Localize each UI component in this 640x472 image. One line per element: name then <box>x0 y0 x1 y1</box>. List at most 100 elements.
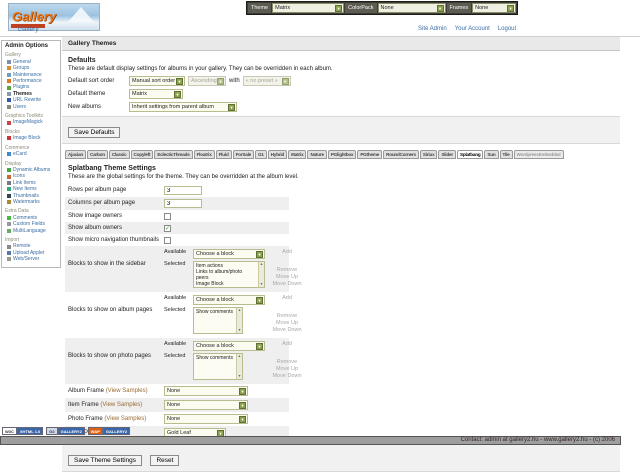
rows-per-page-input[interactable] <box>164 186 202 195</box>
tab-wordpressembedded[interactable]: WordpressEmbedded <box>513 150 564 159</box>
logout-link[interactable]: Logout <box>497 26 517 32</box>
sidebar-item-new-items[interactable]: New Items <box>5 186 59 192</box>
new-albums-select[interactable]: Inherit settings from parent album ▾ <box>129 102 237 112</box>
photo-frame-view-samples-link[interactable]: (View Samples) <box>104 415 147 422</box>
blocks-photo-selected-listbox[interactable]: Show comments ▲ ▼ <box>193 353 243 380</box>
sidebar-item-groups[interactable]: Groups <box>5 65 59 71</box>
sidebar-item-themes[interactable]: Themes <box>5 91 59 97</box>
sidebar-item-comments[interactable]: Comments <box>5 215 59 221</box>
save-defaults-button[interactable]: Save Defaults <box>68 127 121 138</box>
sort-direction-select[interactable]: Ascending ▾ <box>188 76 226 86</box>
colorpack-select[interactable]: None ▾ <box>377 3 446 13</box>
site-admin-link[interactable]: Site Admin <box>418 26 447 32</box>
scrollbar[interactable]: ▲ ▼ <box>236 308 242 333</box>
sidebar-item-remote[interactable]: Remote <box>5 243 59 249</box>
gallery2-badge[interactable]: G2 GALLERY2 <box>46 427 85 435</box>
show-album-owners-checkbox[interactable]: ✓ <box>164 224 171 232</box>
tab-siriux[interactable]: Siriux <box>419 150 438 159</box>
gallery-logo[interactable]: Gallery <box>8 3 100 31</box>
sidebar-item-general[interactable]: General <box>5 59 59 65</box>
listbox-item[interactable]: Links to album/photo peers <box>196 269 243 281</box>
wap-gallery-badge[interactable]: WAP GALLERY2 <box>87 427 131 435</box>
blocks-sidebar-available-select[interactable]: Choose a block ▾ <box>193 249 265 259</box>
listbox-item[interactable]: Image Block <box>196 281 224 287</box>
tab-copyleft[interactable]: Copyleft <box>130 150 154 159</box>
remove-button[interactable]: Remove <box>276 313 298 319</box>
listbox-item[interactable]: Show comments <box>196 355 233 361</box>
tab-splatbang[interactable]: Splatbang <box>457 150 484 159</box>
scroll-down-icon[interactable]: ▼ <box>259 282 264 286</box>
item-frame-view-samples-link[interactable]: (View Samples) <box>100 401 143 408</box>
move-down-button[interactable]: Move Down <box>272 373 302 379</box>
save-theme-settings-button[interactable]: Save Theme Settings <box>68 455 143 466</box>
sidebar-item-users[interactable]: Users <box>5 104 59 110</box>
tab-g1[interactable]: G1 <box>255 150 267 159</box>
blocks-sidebar-selected-listbox[interactable]: Item actions Links to album/photo peers … <box>193 261 265 288</box>
add-button[interactable]: Add <box>282 249 292 255</box>
sidebar-item-url-rewrite[interactable]: URL Rewrite <box>5 97 59 103</box>
sidebar-item-upload-applet[interactable]: Upload Applet <box>5 250 59 256</box>
move-up-button[interactable]: Move Up <box>275 366 298 372</box>
album-frame-select[interactable]: None ▾ <box>164 386 248 396</box>
your-account-link[interactable]: Your Account <box>454 26 490 32</box>
photo-frame-select[interactable]: None ▾ <box>164 414 248 424</box>
blocks-album-selected-listbox[interactable]: Show comments ▲ ▼ <box>193 307 243 334</box>
move-down-button[interactable]: Move Down <box>272 281 302 287</box>
add-button[interactable]: Add <box>282 341 292 347</box>
scroll-up-icon[interactable]: ▲ <box>237 354 242 358</box>
default-sort-order-select[interactable]: Manual sort order ▾ <box>129 76 185 86</box>
cols-per-page-input[interactable] <box>164 199 202 208</box>
breadcrumb[interactable]: Gallery <box>18 26 39 33</box>
move-up-button[interactable]: Move Up <box>275 320 298 326</box>
tab-sun[interactable]: Sun <box>484 150 499 159</box>
sidebar-item-ecard[interactable]: eCard <box>5 151 59 157</box>
move-up-button[interactable]: Move Up <box>275 274 298 280</box>
blocks-album-available-select[interactable]: Choose a block ▾ <box>193 295 265 305</box>
show-micro-nav-checkbox[interactable] <box>164 236 171 244</box>
xhtml-badge[interactable]: W3C XHTML 1.0 <box>2 427 44 435</box>
tab-classic[interactable]: Classic <box>108 150 130 159</box>
scroll-down-icon[interactable]: ▼ <box>237 374 242 378</box>
frames-select[interactable]: None ▾ <box>472 3 517 13</box>
tab-matrix[interactable]: Matrix <box>288 150 307 159</box>
tab-ajaxian[interactable]: Ajaxian <box>65 150 86 159</box>
item-frame-select[interactable]: None ▾ <box>164 400 248 410</box>
sidebar-item-image-block[interactable]: Image Block <box>5 135 59 141</box>
sidebar-item-dynamic-albums[interactable]: Dynamic Albums <box>5 167 59 173</box>
blocks-photo-available-select[interactable]: Choose a block ▾ <box>193 341 265 351</box>
tab-tile[interactable]: Tile <box>499 150 513 159</box>
tab-pgtheme[interactable]: PGtheme <box>357 150 383 159</box>
sidebar-item-web-server[interactable]: Web/Server <box>5 256 59 262</box>
tab-eclecticthreads[interactable]: EclecticThreads <box>154 150 193 159</box>
scroll-down-icon[interactable]: ▼ <box>237 328 242 332</box>
remove-button[interactable]: Remove <box>276 359 298 365</box>
tab-pglightbox[interactable]: PGlightbox <box>327 150 357 159</box>
listbox-item[interactable]: Show comments <box>196 309 233 315</box>
default-theme-select[interactable]: Matrix ▾ <box>129 89 183 99</box>
reset-button[interactable]: Reset <box>150 455 180 466</box>
sidebar-item-performance[interactable]: Performance <box>5 78 59 84</box>
sidebar-item-plugins[interactable]: Plugins <box>5 84 59 90</box>
sidebar-item-multilanguage[interactable]: MultiLanguage <box>5 228 59 234</box>
scrollbar[interactable]: ▲ ▼ <box>236 354 242 379</box>
move-down-button[interactable]: Move Down <box>272 327 302 333</box>
tab-hybrid[interactable]: Hybrid <box>267 150 288 159</box>
tab-carbon[interactable]: Carbon <box>86 150 108 159</box>
sidebar-item-custom-fields[interactable]: Custom Fields <box>5 221 59 227</box>
sidebar-item-watermarks[interactable]: Watermarks <box>5 199 59 205</box>
sidebar-item-icons[interactable]: Icons <box>5 173 59 179</box>
tab-nature[interactable]: Nature <box>307 150 327 159</box>
remove-button[interactable]: Remove <box>276 267 298 273</box>
sidebar-item-link-items[interactable]: Link Items <box>5 180 59 186</box>
tab-slider[interactable]: Slider <box>438 150 457 159</box>
theme-select[interactable]: Matrix ▾ <box>272 3 345 13</box>
tab-floatrix[interactable]: Floatrix <box>193 150 215 159</box>
scroll-up-icon[interactable]: ▲ <box>259 262 264 266</box>
tab-roundcorners[interactable]: RoundCorners <box>383 150 419 159</box>
tab-forsale[interactable]: ForSale <box>232 150 255 159</box>
add-button[interactable]: Add <box>282 295 292 301</box>
album-frame-view-samples-link[interactable]: (View Samples) <box>105 387 148 394</box>
show-image-owners-checkbox[interactable] <box>164 212 171 220</box>
sidebar-item-thumbnails[interactable]: Thumbnails <box>5 193 59 199</box>
sidebar-item-imagemagick[interactable]: ImageMagick <box>5 119 59 125</box>
